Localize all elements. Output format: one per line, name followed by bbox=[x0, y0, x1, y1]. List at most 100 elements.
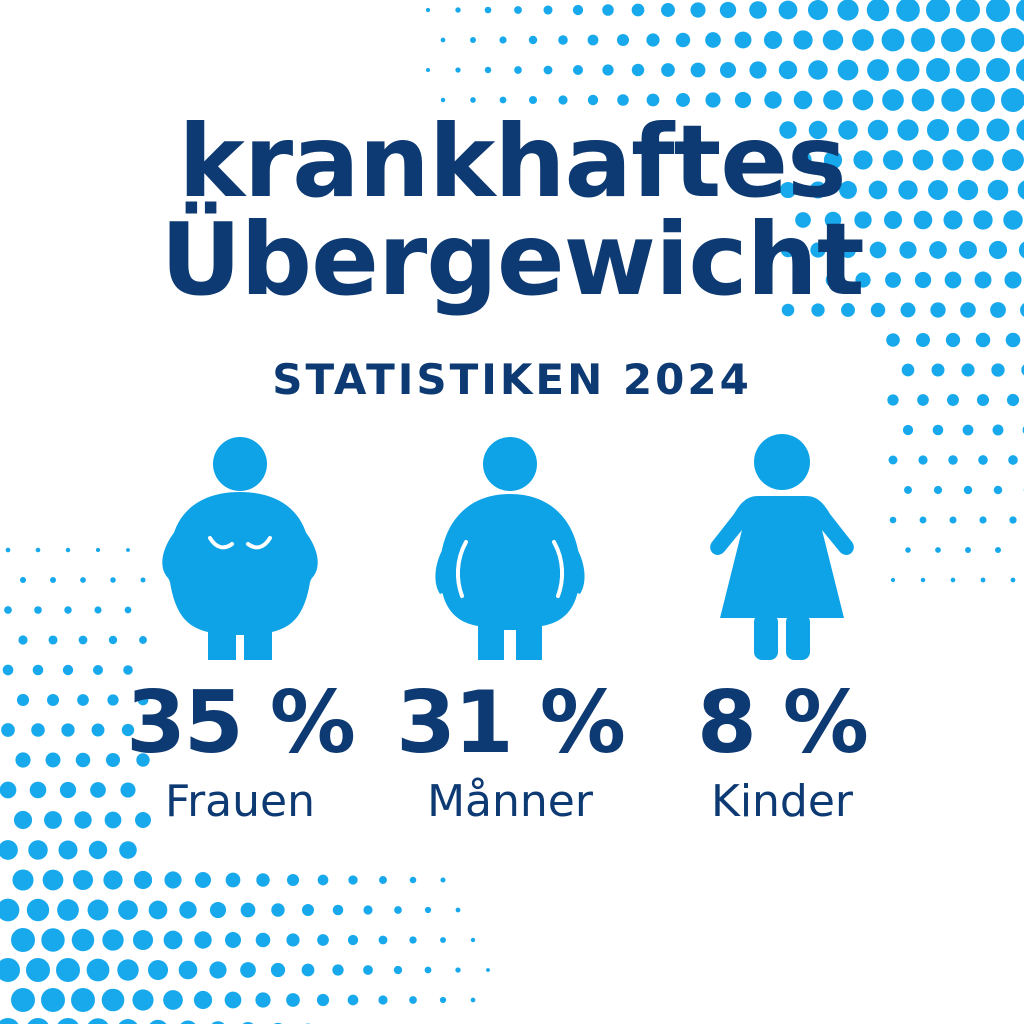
halftone-dot bbox=[779, 121, 797, 139]
stat-men: 31 % Månner bbox=[390, 430, 630, 824]
halftone-dot bbox=[224, 991, 242, 1009]
halftone-dot bbox=[139, 636, 147, 644]
halftone-dot bbox=[34, 606, 42, 614]
stat-men-label: Månner bbox=[427, 776, 593, 827]
halftone-dot bbox=[470, 997, 476, 1003]
halftone-dot bbox=[881, 28, 905, 52]
halftone-dot bbox=[901, 363, 915, 377]
halftone-dot bbox=[64, 606, 72, 614]
halftone-dot bbox=[378, 995, 388, 1005]
halftone-dot bbox=[470, 97, 476, 103]
halftone-dot bbox=[224, 931, 242, 949]
halftone-dot bbox=[62, 664, 74, 676]
halftone-dot bbox=[0, 958, 20, 982]
halftone-dot bbox=[118, 900, 138, 920]
halftone-dot bbox=[808, 60, 828, 80]
halftone-dot bbox=[1005, 332, 1021, 348]
halftone-dot bbox=[32, 664, 44, 676]
halftone-dot bbox=[902, 424, 914, 436]
halftone-dot bbox=[962, 424, 974, 436]
halftone-dot bbox=[690, 2, 706, 18]
halftone-dot bbox=[514, 66, 522, 74]
halftone-dot bbox=[978, 455, 988, 465]
halftone-dot bbox=[991, 363, 1005, 377]
halftone-dot bbox=[123, 665, 133, 675]
halftone-dot bbox=[193, 990, 213, 1010]
halftone-dot bbox=[42, 869, 64, 891]
halftone-dot bbox=[1, 723, 15, 737]
halftone-dot bbox=[793, 30, 813, 50]
halftone-dot bbox=[41, 928, 65, 952]
halftone-dot bbox=[118, 1019, 138, 1024]
halftone-dot bbox=[61, 723, 75, 737]
halftone-dot bbox=[928, 180, 948, 200]
halftone-dot bbox=[95, 547, 101, 553]
halftone-dot bbox=[719, 61, 737, 79]
halftone-dot bbox=[499, 96, 507, 104]
halftone-dot bbox=[811, 303, 825, 317]
halftone-dot bbox=[94, 606, 102, 614]
halftone-dot bbox=[180, 1020, 196, 1024]
halftone-dot bbox=[794, 151, 812, 169]
halftone-dot bbox=[944, 271, 962, 289]
halftone-dot bbox=[4, 606, 12, 614]
halftone-dot bbox=[931, 363, 945, 377]
halftone-dot bbox=[932, 424, 944, 436]
halftone-dot bbox=[866, 0, 890, 22]
halftone-dot bbox=[409, 876, 417, 884]
halftone-dot bbox=[528, 95, 538, 105]
halftone-dot bbox=[884, 211, 902, 229]
halftone-dot bbox=[240, 962, 256, 978]
halftone-dot bbox=[855, 272, 871, 288]
halftone-dot bbox=[486, 968, 490, 972]
halftone-dot bbox=[48, 635, 58, 645]
halftone-dot bbox=[31, 723, 45, 737]
halftone-dot bbox=[840, 242, 856, 258]
halftone-dot bbox=[947, 394, 959, 406]
halftone-dot bbox=[917, 394, 929, 406]
halftone-dot bbox=[994, 546, 1002, 554]
halftone-dot bbox=[935, 547, 941, 553]
halftone-dot bbox=[379, 876, 387, 884]
halftone-dot bbox=[347, 994, 359, 1006]
halftone-dot bbox=[900, 302, 916, 318]
halftone-dot bbox=[1008, 455, 1018, 465]
halftone-dot bbox=[11, 988, 35, 1012]
halftone-dot bbox=[455, 7, 461, 13]
halftone-dot bbox=[896, 0, 920, 22]
halftone-dot bbox=[778, 60, 798, 80]
halftone-dot bbox=[960, 302, 976, 318]
halftone-dot bbox=[286, 873, 300, 887]
halftone-dot bbox=[749, 1, 767, 19]
halftone-dot bbox=[987, 179, 1009, 201]
man-figure-icon bbox=[435, 437, 585, 660]
halftone-dot bbox=[470, 37, 476, 43]
halftone-dot bbox=[963, 485, 973, 495]
halftone-dot bbox=[945, 332, 961, 348]
halftone-dot bbox=[919, 516, 927, 524]
halftone-dot bbox=[119, 841, 137, 859]
halftone-dot bbox=[913, 210, 933, 230]
halftone-dot bbox=[823, 90, 843, 110]
halftone-dot bbox=[179, 901, 197, 919]
halftone-dot bbox=[705, 32, 721, 48]
halftone-dot bbox=[57, 899, 79, 921]
halftone-dot bbox=[690, 62, 706, 78]
halftone-dot bbox=[45, 752, 61, 768]
halftone-dot bbox=[286, 993, 300, 1007]
halftone-dot bbox=[78, 635, 88, 645]
halftone-dot bbox=[92, 664, 104, 676]
halftone-dot bbox=[409, 936, 417, 944]
halftone-dot bbox=[926, 58, 950, 82]
halftone-dot bbox=[124, 606, 132, 614]
halftone-dot bbox=[147, 959, 169, 981]
halftone-dot bbox=[993, 485, 1003, 495]
halftone-dot bbox=[71, 928, 95, 952]
halftone-dot bbox=[317, 934, 329, 946]
halftone-dot bbox=[587, 34, 599, 46]
halftone-dot bbox=[764, 91, 782, 109]
halftone-dot bbox=[972, 149, 994, 171]
halftone-dot bbox=[661, 63, 675, 77]
halftone-dot bbox=[976, 393, 990, 407]
